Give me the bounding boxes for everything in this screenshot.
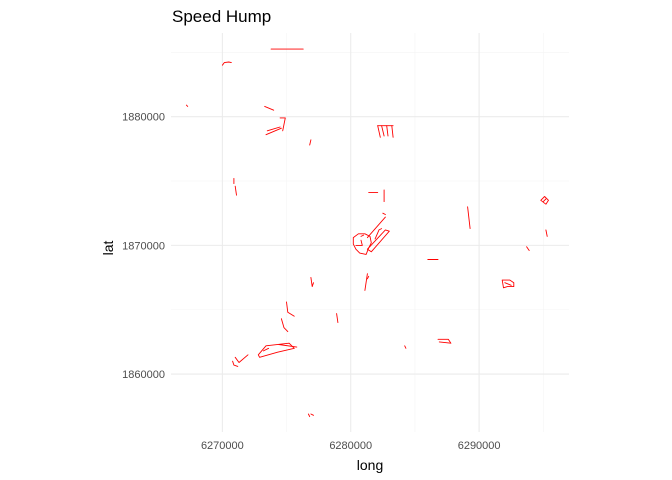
- speed-hump-segment-33: [364, 273, 368, 291]
- speed-hump-segment-35: [310, 277, 314, 288]
- speed-hump-segment-23: [382, 212, 386, 215]
- minor-gridlines: [171, 33, 569, 432]
- y-tick-label: 1880000: [122, 112, 165, 124]
- speed-hump-segment-42: [232, 360, 239, 367]
- speed-hump-segment-43: [262, 347, 270, 352]
- x-tick-label: 6280000: [329, 440, 372, 452]
- speed-hump-segment-6: [265, 127, 282, 136]
- y-axis-ticks: 1860000 1870000 1880000: [122, 112, 165, 381]
- speed-hump-segment-10: [381, 125, 385, 137]
- speed-hump-segment-40: [257, 342, 295, 358]
- speed-hump-segment-36: [286, 301, 295, 317]
- speed-hump-segment-24: [360, 234, 365, 237]
- speed-hump-segment-22: [366, 216, 386, 239]
- speed-hump-segment-34: [366, 275, 370, 280]
- speed-hump-segment-25: [467, 206, 471, 230]
- major-gridlines: [171, 33, 569, 432]
- speed-hump-segment-1: [221, 61, 232, 66]
- speed-hump-segment-3: [185, 104, 189, 107]
- speed-hump-segment-46: [310, 413, 314, 416]
- x-tick-label: 6270000: [201, 440, 244, 452]
- speed-hump-segment-19: [355, 239, 363, 246]
- speed-hump-segment-41: [234, 354, 249, 363]
- speed-hump-segment-31: [501, 279, 515, 289]
- y-axis-label: lat: [100, 241, 116, 256]
- speed-hump-segment-38: [336, 313, 339, 324]
- speed-hump-segment-45: [437, 338, 452, 344]
- speed-hump-segment-28: [545, 229, 548, 237]
- speed-hump-segment-29: [526, 246, 530, 251]
- speed-hump-segment-27: [542, 198, 547, 203]
- x-axis-ticks: 6270000 6280000 6290000: [201, 440, 501, 452]
- chart-title: Speed Hump: [172, 7, 271, 26]
- speed-hump-segment-47: [307, 413, 311, 418]
- speed-hump-segment-5: [279, 117, 286, 132]
- speed-hump-segment-20: [366, 229, 390, 253]
- speed-hump-segment-39: [278, 344, 298, 348]
- speed-hump-segment-37: [280, 318, 289, 333]
- y-tick-label: 1860000: [122, 369, 165, 381]
- speed-hump-segment-21: [374, 228, 383, 240]
- x-tick-label: 6290000: [458, 440, 501, 452]
- speed-hump-segment-32: [504, 282, 512, 286]
- y-tick-label: 1870000: [122, 240, 165, 252]
- x-axis-label: long: [357, 457, 383, 473]
- speed-hump-segment-12: [391, 125, 394, 138]
- speed-hump-segment-15: [234, 185, 237, 196]
- speed-hump-segment-11: [386, 125, 389, 137]
- speed-hump-segment-4: [264, 105, 275, 111]
- speed-hump-segment-44: [404, 345, 407, 349]
- speed-hump-segment-9: [377, 125, 381, 138]
- speed-hump-segment-26: [540, 196, 549, 205]
- speed-hump-segment-8: [309, 139, 312, 146]
- speed-hump-segment-7: [266, 126, 281, 132]
- speed-hump-segments: [185, 48, 549, 418]
